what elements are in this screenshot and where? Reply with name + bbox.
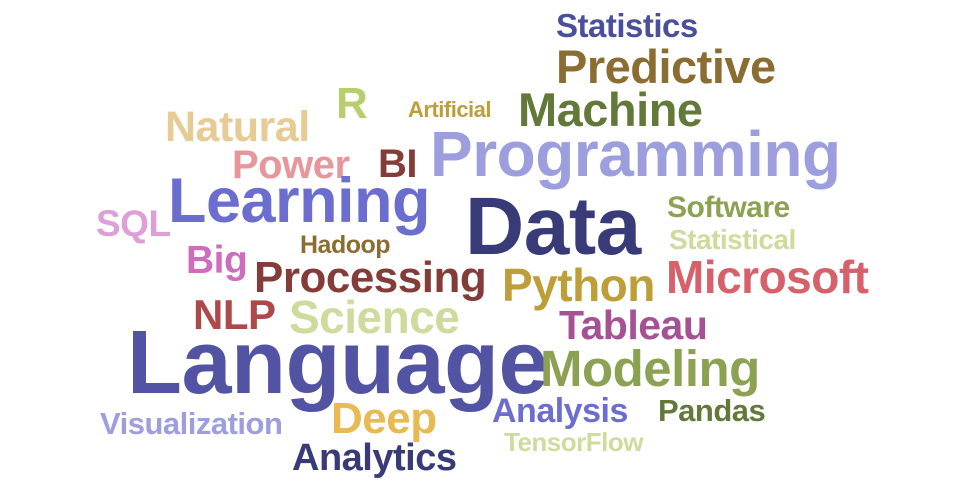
word-sql: SQL: [96, 203, 171, 244]
word-nlp: NLP: [193, 291, 276, 338]
word-statistics: Statistics: [556, 7, 698, 44]
word-visualization: Visualization: [100, 406, 283, 441]
word-natural: Natural: [165, 103, 310, 151]
word-predictive: Predictive: [556, 40, 776, 93]
word-statistical: Statistical: [669, 224, 796, 255]
word-machine: Machine: [518, 83, 703, 136]
word-r: R: [336, 79, 368, 128]
word-language: Language: [127, 313, 549, 413]
word-python: Python: [502, 259, 655, 311]
word-microsoft: Microsoft: [666, 251, 869, 303]
word-processing: Processing: [254, 253, 487, 302]
word-learning: Learning: [168, 166, 431, 236]
word-deep: Deep: [331, 394, 437, 443]
word-analysis: Analysis: [492, 392, 628, 430]
word-data: Data: [465, 181, 641, 272]
word-tableau: Tableau: [559, 302, 708, 348]
word-programming: Programming: [430, 118, 841, 190]
word-power: Power: [232, 143, 350, 187]
word-software: Software: [667, 191, 790, 224]
word-modeling: Modeling: [540, 340, 760, 397]
word-artificial: Artificial: [408, 97, 492, 122]
word-science: Science: [289, 291, 460, 343]
word-pandas: Pandas: [658, 393, 766, 428]
word-hadoop: Hadoop: [300, 231, 391, 259]
word-tensorflow: TensorFlow: [504, 427, 643, 457]
word-bi: BI: [378, 142, 418, 186]
word-big: Big: [186, 239, 248, 282]
word-analytics: Analytics: [292, 437, 457, 479]
